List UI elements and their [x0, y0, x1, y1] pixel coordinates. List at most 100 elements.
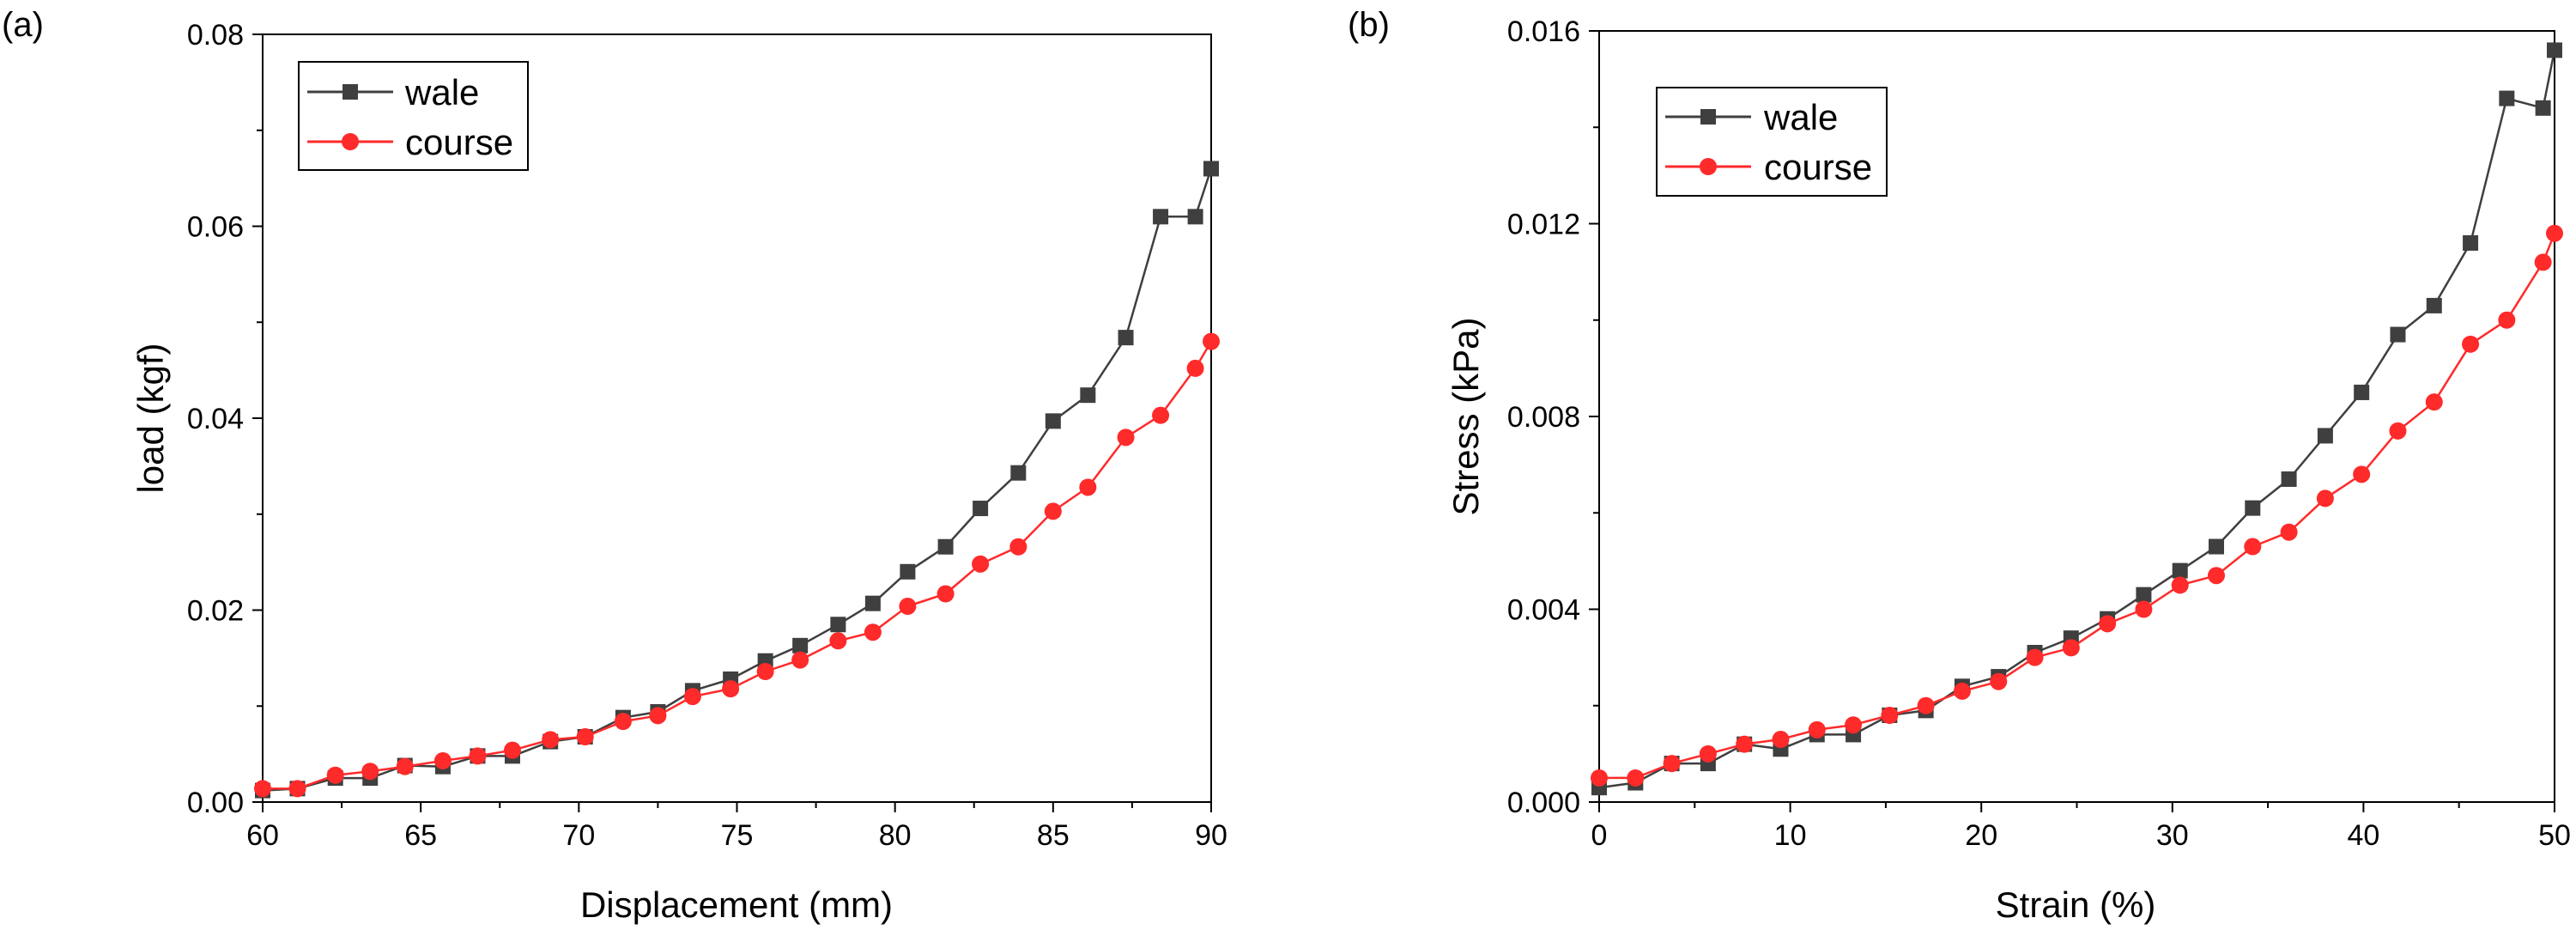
data-point-wale-b-16	[2172, 562, 2188, 579]
data-point-course-b-11	[1990, 672, 2008, 690]
data-point-course-a-25	[1152, 406, 1170, 424]
data-point-course-b-24	[2462, 335, 2480, 353]
data-point-wale-a-19	[937, 538, 954, 555]
data-point-wale-a-21	[1010, 465, 1027, 481]
data-point-course-b-5	[1772, 731, 1790, 749]
data-point-course-b-25	[2498, 311, 2516, 329]
data-point-wale-a-22	[1045, 413, 1061, 429]
legend-label-wale-b: wale	[1763, 97, 1838, 137]
data-point-course-b-3	[1699, 745, 1717, 763]
data-point-course-b-15	[2135, 600, 2153, 618]
data-point-course-a-21	[1009, 538, 1027, 556]
x-tick-label-b-3: 30	[2156, 819, 2189, 852]
legend-box-a	[298, 61, 529, 171]
plot-frame-b	[1598, 30, 2555, 803]
series-line-wale-a	[262, 168, 1213, 792]
data-point-wale-a-26	[1187, 209, 1203, 225]
data-point-course-a-18	[899, 598, 917, 616]
data-point-course-a-24	[1117, 428, 1135, 447]
axis-tick-labels-b: 0 10 20 30 40 50 0.000 0.004 0.008 0.012 0.016	[1507, 15, 2571, 852]
data-point-course-a-19	[936, 585, 955, 603]
data-point-course-b-10	[1953, 682, 1971, 700]
x-axis-title-b: Strain (%)	[1996, 884, 2156, 925]
data-point-course-a-23	[1079, 478, 1097, 496]
x-tick-label-a-3: 75	[721, 819, 754, 852]
x-tick-label-b-2: 20	[1965, 819, 1997, 852]
data-point-course-b-22	[2389, 422, 2407, 440]
data-point-wale-a-24	[1118, 330, 1134, 346]
data-point-course-a-27	[1203, 332, 1220, 350]
data-point-wale-a-18	[900, 563, 916, 580]
data-point-course-a-6	[469, 747, 487, 765]
data-point-course-b-4	[1736, 735, 1754, 753]
data-point-wale-b-20	[2317, 428, 2333, 444]
data-point-course-a-4	[396, 757, 414, 775]
x-tick-label-b-1: 10	[1774, 819, 1807, 852]
data-point-course-a-8	[542, 731, 560, 749]
y-tick-label-b-0: 0.000	[1507, 787, 1580, 819]
data-point-course-a-26	[1186, 359, 1204, 377]
data-point-course-a-9	[576, 728, 594, 746]
plot-frame-a	[262, 33, 1212, 803]
data-point-wale-a-15	[792, 637, 809, 653]
data-point-course-a-22	[1044, 502, 1062, 520]
x-tick-label-a-0: 60	[246, 819, 279, 852]
axis-tick-labels-a: 60 65 70 75 80 85 90 0.00 0.02 0.04 0.06 0.08	[187, 19, 1227, 852]
data-point-course-b-14	[2099, 615, 2117, 633]
y-tick-label-b-2: 0.008	[1507, 401, 1580, 434]
data-point-wale-a-20	[973, 501, 989, 517]
legend-b: wale course	[1656, 87, 1888, 197]
data-point-course-b-16	[2171, 576, 2189, 594]
y-tick-label-a-1: 0.02	[187, 595, 244, 628]
data-point-wale-b-23	[2426, 297, 2442, 313]
x-tick-label-a-4: 80	[879, 819, 912, 852]
data-point-course-a-20	[972, 555, 990, 573]
chart-panel-a: (a) 60 65 70 75 80 85 90 0.00 0.02 0.04 0.06 0.08 D…	[2, 6, 1227, 925]
data-point-course-b-17	[2207, 567, 2225, 585]
data-point-course-a-17	[864, 623, 882, 641]
data-point-wale-b-15	[2136, 587, 2152, 603]
legend-label-course-a: course	[405, 122, 513, 162]
legend-marker-course-b	[1700, 158, 1717, 175]
x-tick-label-a-6: 90	[1195, 819, 1227, 852]
series-line-wale-b	[1598, 50, 2556, 789]
data-point-course-b-8	[1881, 706, 1899, 724]
data-point-wale-b-25	[2499, 90, 2515, 106]
data-point-course-b-19	[2280, 523, 2298, 541]
y-tick-label-b-4: 0.016	[1507, 15, 1580, 48]
data-point-course-a-15	[791, 651, 809, 669]
data-point-course-b-21	[2353, 465, 2371, 483]
legend-box-b	[1656, 87, 1888, 197]
data-point-course-b-18	[2244, 538, 2262, 556]
series-layer-b	[1591, 42, 2563, 796]
legend-a: wale course	[298, 61, 529, 171]
y-axis-title-b: Stress (kPa)	[1446, 317, 1486, 515]
data-point-wale-b-17	[2208, 538, 2224, 555]
chart-panel-b: (b) 0 10 20 30 40 50 0.000 0.004 0.008 0.012 0.016…	[1348, 6, 2571, 925]
data-point-wale-b-19	[2281, 471, 2297, 487]
data-point-course-b-9	[1917, 696, 1935, 714]
x-tick-label-a-1: 65	[404, 819, 437, 852]
data-point-wale-b-26	[2535, 100, 2551, 116]
data-point-wale-a-16	[830, 617, 846, 633]
data-point-course-a-5	[433, 751, 452, 769]
y-tick-label-a-4: 0.08	[187, 19, 244, 52]
axis-ticks-a	[252, 33, 1212, 812]
data-point-course-b-7	[1845, 716, 1863, 734]
x-axis-title-a: Displacement (mm)	[580, 884, 893, 925]
panel-label-a: (a)	[2, 6, 44, 44]
data-point-course-a-11	[649, 707, 667, 725]
x-tick-label-a-2: 70	[562, 819, 595, 852]
data-point-course-a-13	[722, 680, 740, 698]
data-point-course-b-23	[2425, 393, 2443, 411]
y-axis-title-a: load (kgf)	[130, 343, 171, 493]
data-point-course-b-27	[2546, 224, 2563, 242]
data-point-wale-b-27	[2547, 42, 2562, 58]
x-tick-label-b-5: 50	[2538, 819, 2571, 852]
legend-marker-course-a	[342, 133, 359, 150]
panel-label-b: (b)	[1348, 6, 1390, 44]
data-point-wale-b-24	[2463, 234, 2479, 251]
data-point-course-b-0	[1591, 769, 1608, 787]
series-line-course-b	[1599, 233, 2556, 780]
